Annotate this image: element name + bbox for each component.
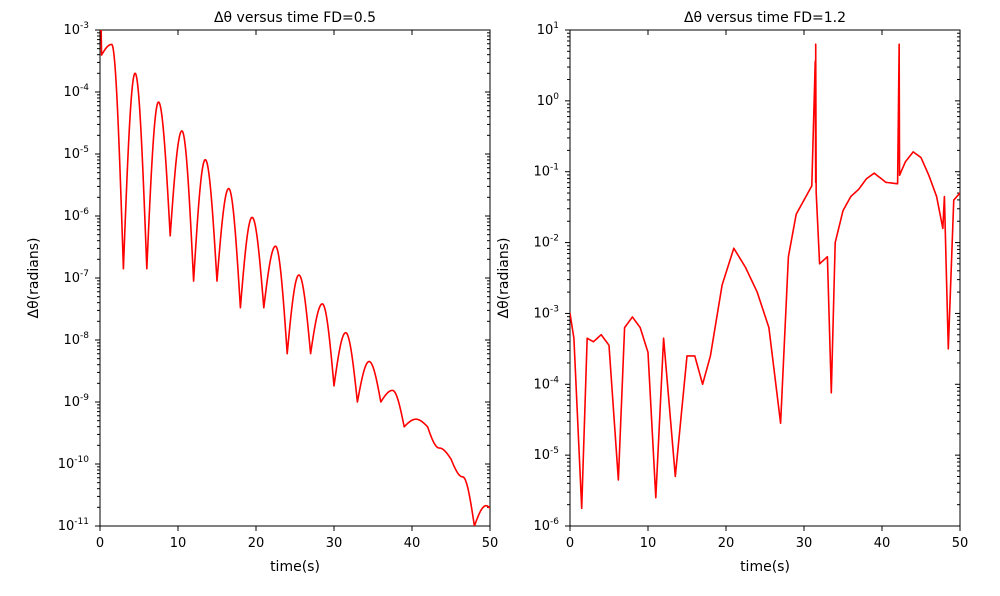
panel-title: Δθ versus time FD=1.2 bbox=[684, 10, 846, 26]
y-tick-label: 10-5 bbox=[533, 446, 559, 463]
x-tick-label: 20 bbox=[718, 536, 735, 551]
y-tick-label: 101 bbox=[537, 21, 559, 38]
y-tick-label: 10-9 bbox=[63, 393, 89, 410]
y-tick-label: 10-6 bbox=[533, 517, 559, 534]
x-tick-label: 0 bbox=[566, 536, 574, 551]
x-tick-label: 30 bbox=[796, 536, 813, 551]
y-tick-label: 10-1 bbox=[533, 163, 559, 180]
x-tick-label: 40 bbox=[404, 536, 421, 551]
series-line bbox=[100, 30, 490, 526]
x-tick-label: 20 bbox=[248, 536, 265, 551]
y-tick-label: 10-2 bbox=[533, 234, 559, 251]
x-tick-label: 0 bbox=[96, 536, 104, 551]
y-tick-label: 10-11 bbox=[58, 517, 89, 534]
y-tick-label: 100 bbox=[537, 92, 560, 109]
series-line bbox=[570, 44, 960, 508]
y-tick-label: 10-3 bbox=[63, 21, 89, 38]
y-tick-label: 10-6 bbox=[63, 207, 89, 224]
y-axis-label: Δθ(radians) bbox=[26, 238, 42, 319]
x-tick-label: 50 bbox=[482, 536, 499, 551]
x-axis-label: time(s) bbox=[740, 559, 790, 575]
y-tick-label: 10-4 bbox=[63, 83, 89, 100]
x-tick-label: 40 bbox=[874, 536, 891, 551]
chart-container: 0102030405010-1110-1010-910-810-710-610-… bbox=[0, 0, 1000, 596]
x-tick-label: 50 bbox=[952, 536, 969, 551]
y-tick-label: 10-5 bbox=[63, 145, 89, 162]
x-axis-label: time(s) bbox=[270, 559, 320, 575]
figure-svg: 0102030405010-1110-1010-910-810-710-610-… bbox=[0, 0, 1000, 596]
y-tick-label: 10-4 bbox=[533, 375, 559, 392]
y-tick-label: 10-3 bbox=[533, 304, 559, 321]
x-tick-label: 30 bbox=[326, 536, 343, 551]
y-axis-label: Δθ(radians) bbox=[496, 238, 512, 319]
y-tick-label: 10-8 bbox=[63, 331, 89, 348]
panel-title: Δθ versus time FD=0.5 bbox=[214, 10, 376, 26]
x-tick-label: 10 bbox=[170, 536, 187, 551]
axes-frame bbox=[570, 30, 960, 526]
x-tick-label: 10 bbox=[640, 536, 657, 551]
axes-frame bbox=[100, 30, 490, 526]
y-tick-label: 10-10 bbox=[58, 455, 90, 472]
y-tick-label: 10-7 bbox=[63, 269, 89, 286]
